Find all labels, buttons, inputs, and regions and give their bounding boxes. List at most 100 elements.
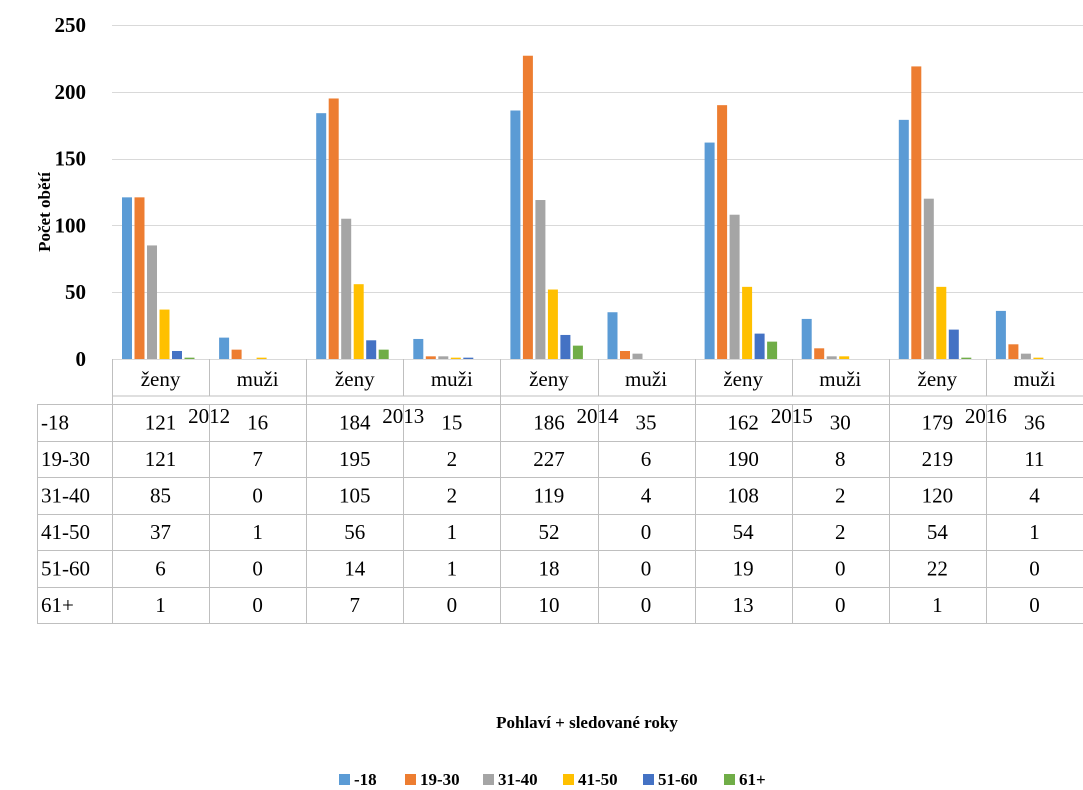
x-axis-title: Pohlaví + sledované roky [496,713,678,732]
bar--18-2013-muži [413,338,424,359]
bar-19-30-2013-ženy [328,98,339,359]
legend-label: 41-50 [578,770,618,789]
table-sex-label: muži [1013,367,1055,391]
y-tick-label: 50 [65,280,86,304]
table-cell: 1 [447,520,458,544]
table-cell: 0 [1029,556,1040,580]
table-sex-label: muži [237,367,279,391]
bar-41-50-2013-muži [450,357,461,359]
legend: -18 19-30 31-40 41-50 51-60 61+ [339,770,766,789]
table-cell: 4 [1029,483,1040,507]
legend-swatch [643,774,654,785]
table-cell: 0 [252,556,263,580]
bar--18-2016-muži [995,310,1006,359]
bar-31-40-2016-muži [1020,353,1031,359]
table-cell: 108 [727,483,759,507]
table-cell: 1 [1029,520,1040,544]
data-table: ženy muži ženy muži ženy muži ženy muži ženy muži… [37,359,1083,624]
bar-31-40-2013-ženy [341,218,352,359]
bar-51-60-2012-ženy [172,350,182,359]
legend-swatch [563,774,574,785]
table-year-label: 2014 [577,404,620,428]
table-row: 41-50 37 1 56 1 52 0 54 2 54 1 [41,520,1040,544]
bar--18-2016-ženy [898,119,909,359]
legend-swatch [339,774,350,785]
bar-19-30-2015-ženy [717,105,728,359]
table-row-header: 51-60 [41,556,90,580]
table-cell: 6 [155,556,166,580]
bar-41-50-2012-ženy [159,309,170,359]
table-cell: 121 [145,410,177,434]
bar--18-2014-ženy [510,110,521,359]
table-cell: 10 [538,593,559,617]
table-cell: 13 [733,593,754,617]
bar-19-30-2014-ženy [522,55,533,360]
legend-swatch [405,774,416,785]
legend-swatch [724,774,735,785]
table-cell: 227 [533,447,565,471]
table-cell: 16 [247,410,268,434]
table-cell: 15 [441,410,462,434]
table-cell: 0 [252,483,263,507]
bar-31-40-2014-ženy [535,200,546,359]
bar-19-30-2013-muži [425,356,436,359]
legend-item: 19-30 [405,770,460,789]
bar-51-60-2015-ženy [754,333,765,359]
table-cell: 8 [835,447,846,471]
table-cell: 7 [252,447,263,471]
table-cell: 4 [641,483,652,507]
table-row-header: 61+ [41,593,74,617]
table-cell: 0 [641,556,652,580]
legend-label: 31-40 [498,770,538,789]
legend-item: 41-50 [563,770,618,789]
table-sex-label: ženy [723,367,763,391]
table-cell: 1 [155,593,166,617]
legend-item: 31-40 [483,770,538,789]
legend-swatch [483,774,494,785]
bar-41-50-2016-ženy [936,286,947,359]
table-row: 51-60 6 0 14 1 18 0 19 0 22 0 [41,556,1040,580]
table-cell: 22 [927,556,948,580]
legend-label: 19-30 [420,770,460,789]
bar--18-2012-muži [219,337,230,359]
table-cell: 35 [636,410,657,434]
table-sex-label: ženy [918,367,958,391]
table-cell: 19 [733,556,754,580]
table-sex-label: muži [819,367,861,391]
table-cell: 0 [641,520,652,544]
bar--18-2013-ženy [316,113,327,360]
table-cell: 184 [339,410,371,434]
bar-41-50-2013-ženy [353,284,364,359]
bar-19-30-2016-muži [1008,344,1019,359]
table-cell: 54 [733,520,755,544]
table-cell: 52 [538,520,559,544]
bar-31-40-2012-ženy [147,245,157,359]
table-year-label: 2016 [965,404,1007,428]
legend-item: 61+ [724,770,766,789]
table-cell: 120 [922,483,954,507]
table-cell: 11 [1024,447,1044,471]
table-cell: 121 [145,447,177,471]
table-cell: 190 [727,447,759,471]
table-cell: 179 [922,410,954,434]
bar-61+-2016-ženy [961,357,972,359]
bar--18-2014-muži [607,312,618,359]
bar-41-50-2014-ženy [547,289,558,359]
table-cell: 18 [538,556,559,580]
table-cell: 0 [835,593,846,617]
table-sex-label: ženy [335,367,375,391]
bar-41-50-2015-muži [839,356,850,359]
table-cell: 2 [835,483,846,507]
bar-51-60-2013-muži [463,357,474,359]
bar-61+-2012-ženy [184,357,195,359]
y-tick-label: 150 [55,147,87,171]
table-cell: 0 [1029,593,1040,617]
table-year-label: 2013 [382,404,424,428]
bar--18-2015-ženy [704,142,715,359]
bar-41-50-2012-muži [256,357,267,359]
table-cell: 0 [447,593,458,617]
table-sex-label: muži [431,367,473,391]
bar-61+-2014-ženy [572,345,583,359]
y-axis-title: Počet obětí [35,172,54,252]
table-cell: 30 [830,410,851,434]
